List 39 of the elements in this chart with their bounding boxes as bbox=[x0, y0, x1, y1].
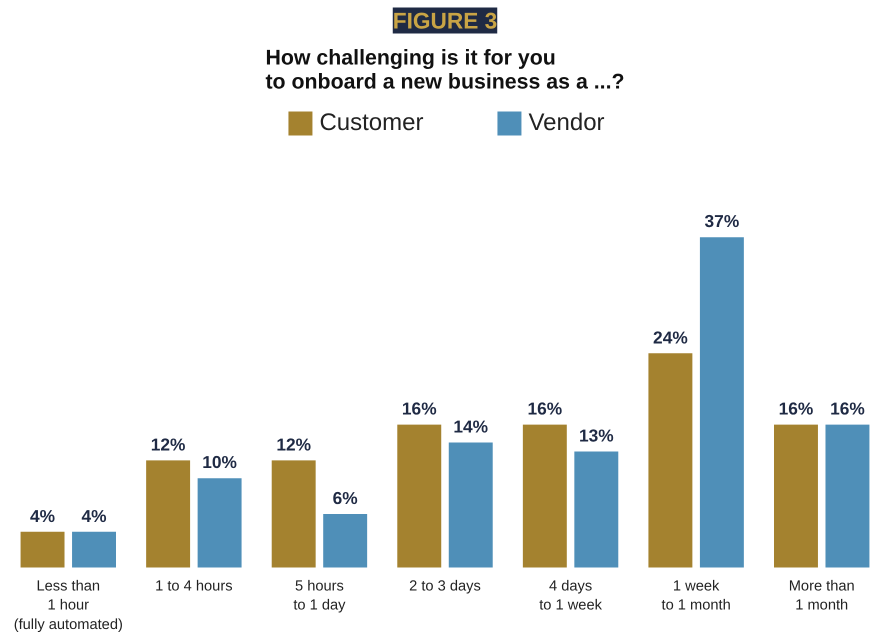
bar bbox=[272, 460, 316, 568]
bar bbox=[72, 532, 116, 568]
data-label: 4% bbox=[82, 506, 107, 526]
data-label: 12% bbox=[150, 434, 186, 454]
x-tick-label: 1 week to 1 month bbox=[662, 578, 731, 614]
chart-subtitle: How challenging is it for you to onboard a new business as a ...? bbox=[265, 46, 625, 94]
data-label: 12% bbox=[276, 434, 312, 454]
bar bbox=[198, 478, 242, 568]
bar bbox=[825, 424, 870, 568]
bar bbox=[648, 353, 692, 568]
x-tick-label: 5 hours to 1 day bbox=[293, 578, 346, 614]
bar bbox=[146, 460, 190, 568]
data-label: 16% bbox=[830, 398, 865, 419]
bar bbox=[574, 451, 618, 568]
data-label: 6% bbox=[332, 488, 358, 508]
data-label: 13% bbox=[578, 425, 614, 446]
x-tick-label: Less than 1 hour (fully automated) bbox=[14, 578, 123, 633]
bar bbox=[774, 424, 818, 568]
data-label: 16% bbox=[527, 398, 562, 419]
bar bbox=[397, 424, 442, 568]
bar bbox=[522, 424, 567, 568]
data-label: 14% bbox=[453, 416, 488, 437]
x-tick-label: 4 days to 1 week bbox=[539, 578, 603, 614]
bar bbox=[448, 442, 493, 568]
data-label: 4% bbox=[30, 506, 56, 526]
bar bbox=[20, 532, 65, 568]
x-tick-label: 1 to 4 hours bbox=[155, 578, 233, 594]
x-tick-label: More than 1 month bbox=[788, 578, 855, 614]
bar bbox=[700, 237, 744, 568]
bar bbox=[323, 514, 368, 568]
legend-label: Vendor bbox=[528, 109, 605, 137]
chart-title: FIGURE 3 bbox=[392, 8, 498, 34]
data-label: 24% bbox=[653, 327, 688, 348]
data-label: 10% bbox=[202, 452, 237, 472]
data-label: 16% bbox=[778, 398, 814, 419]
data-label: 37% bbox=[704, 211, 740, 232]
data-label: 16% bbox=[402, 398, 437, 419]
legend-label: Customer bbox=[319, 109, 424, 137]
x-tick-label: 2 to 3 days bbox=[409, 578, 481, 594]
